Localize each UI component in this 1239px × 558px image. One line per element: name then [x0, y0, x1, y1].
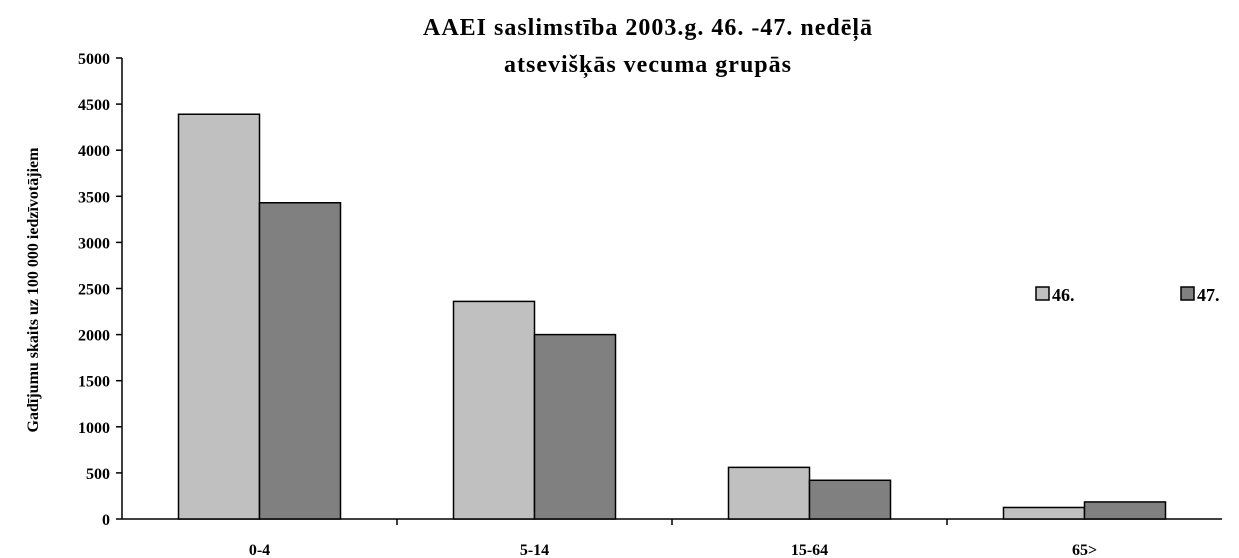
- chart-title-line2: atsevišķās vecuma grupās: [504, 52, 792, 79]
- bar-0-4-series-47: [258, 202, 342, 520]
- y-tick-label: 500: [86, 466, 110, 483]
- y-tick-label: 2000: [78, 328, 110, 345]
- bar-15-64-series-47: [808, 479, 892, 520]
- x-category-label: 15-64: [791, 542, 828, 558]
- bar-65>-series-46: [1002, 506, 1086, 520]
- chart-title-line1: AAEI saslimstība 2003.g. 46. -47. nedēļā: [423, 15, 873, 42]
- plot-area: 0 500 1000 1500 2000 2500 3000 3500 4000 4500 5000…: [78, 51, 1222, 558]
- legend-swatch: [1035, 286, 1050, 301]
- bar-15-64-series-46: [727, 466, 811, 520]
- legend-swatch: [1180, 286, 1195, 301]
- y-tick-label: 4000: [78, 143, 110, 160]
- bar-5-14-series-46: [452, 300, 536, 520]
- y-tick-label: 0: [102, 512, 110, 529]
- y-tick-label: 1500: [78, 374, 110, 391]
- x-category-label: 0-4: [249, 542, 270, 558]
- y-tick-label: 2500: [78, 282, 110, 299]
- bar-5-14-series-47: [533, 333, 617, 520]
- x-category-label: 65>: [1072, 542, 1097, 558]
- y-tick-label: 5000: [78, 51, 110, 68]
- legend: 46. 47.: [1035, 285, 1220, 305]
- bar-65>-series-47: [1083, 501, 1167, 520]
- x-category-label: 5-14: [520, 542, 549, 558]
- y-axis-label: Gadījumu skaits uz 100 000 iedzīvotājiem: [25, 147, 42, 433]
- bar-0-4-series-46: [177, 113, 261, 520]
- y-tick-label: 3000: [78, 235, 110, 252]
- y-tick-label: 4500: [78, 97, 110, 114]
- legend-label: 47.: [1197, 285, 1220, 305]
- legend-label: 46.: [1052, 285, 1075, 305]
- y-tick-label: 3500: [78, 189, 110, 206]
- y-tick-label: 1000: [78, 420, 110, 437]
